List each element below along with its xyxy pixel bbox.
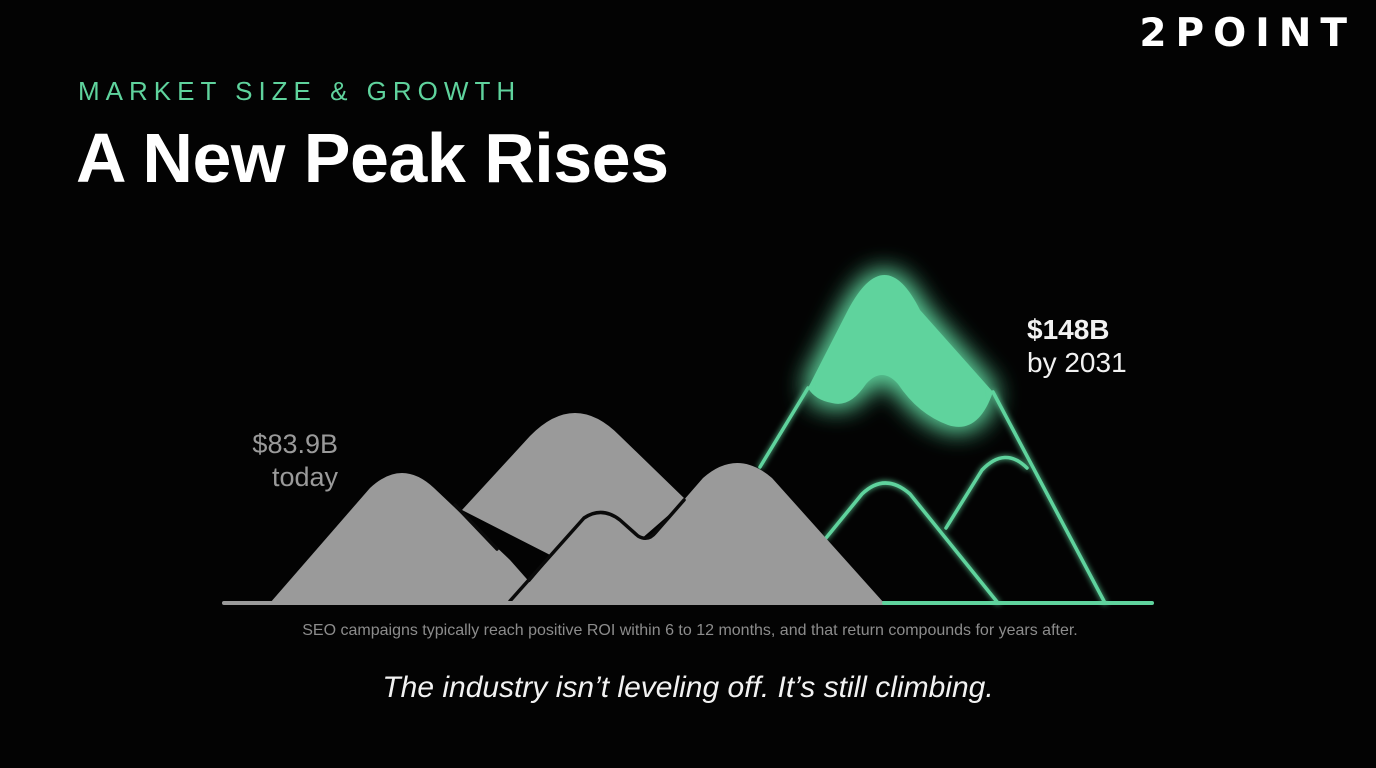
tagline: The industry isn’t leveling off. It’s st… — [382, 671, 994, 704]
section-eyebrow: MARKET SIZE & GROWTH — [78, 76, 522, 106]
gray-mountain-range-icon — [270, 413, 884, 603]
today-value: $83.9B — [252, 429, 338, 459]
green-peak-mountain-icon — [758, 275, 1107, 605]
tall-peak-outline — [758, 386, 1107, 605]
left-ridge-line — [453, 503, 499, 551]
callout-today: $83.9B today — [240, 428, 338, 494]
brand-logo: 2POINT — [1139, 11, 1356, 56]
callout-future: $148B by 2031 — [1027, 313, 1127, 379]
page-title: A New Peak Rises — [76, 119, 669, 197]
back-mountain — [462, 413, 686, 560]
future-label: by 2031 — [1027, 347, 1127, 378]
future-value: $148B — [1027, 314, 1110, 345]
inner-peak-outline — [824, 481, 1000, 605]
front-mountain — [512, 463, 884, 603]
footnote: SEO campaigns typically reach positive R… — [302, 622, 1078, 639]
today-label: today — [271, 462, 338, 492]
glowing-snowcap — [808, 275, 993, 427]
front-ridge-line — [508, 498, 686, 603]
right-peak-outline — [944, 455, 1029, 530]
left-mountain — [270, 473, 548, 603]
